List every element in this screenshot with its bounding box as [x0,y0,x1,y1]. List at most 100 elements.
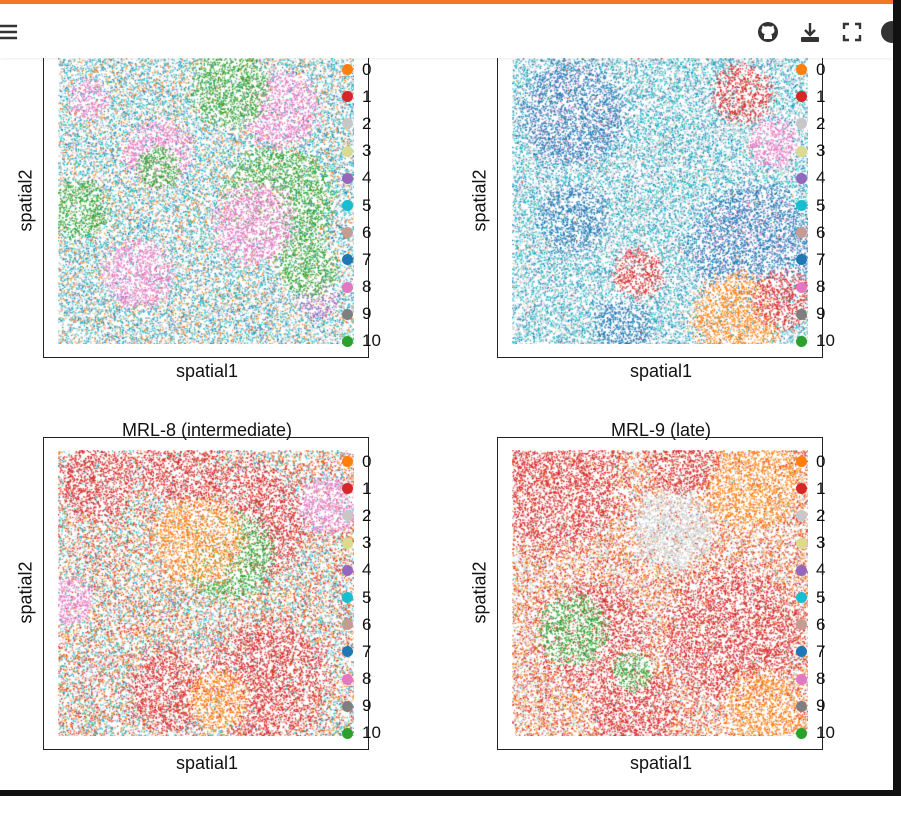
legend-item: 5 [796,584,835,611]
legend-label: 1 [816,478,826,498]
legend-marker [796,727,807,739]
legend-marker [342,646,353,658]
legend-item: 9 [796,301,835,328]
plot-title: MRL-8 (intermediate) [121,420,293,440]
legend: 0 1 2 3 4 5 6 7 8 9 10 [796,56,835,355]
legend-label: 6 [362,614,372,634]
download-icon[interactable] [798,20,822,44]
x-axis-label: spatial1 [175,361,239,381]
legend-item: 0 [796,448,835,475]
legend-item: 1 [342,83,381,110]
legend-marker [796,619,807,631]
legend-item: 2 [796,502,835,529]
legend-marker [796,646,807,658]
fullscreen-icon[interactable] [840,20,864,44]
legend-item: 10 [796,328,835,355]
legend-item: 8 [342,666,381,693]
legend-item: 2 [796,110,835,137]
legend-label: 1 [362,478,372,498]
legend-marker [342,592,353,604]
legend-marker [342,510,353,522]
legend-label: 5 [362,587,372,607]
legend-marker [796,335,807,347]
legend-item: 10 [342,328,381,355]
legend-marker [342,335,353,347]
plot-panel-2: spatial1 spatial2 0 1 2 3 4 5 6 7 8 9 10 [454,45,894,437]
plot-panel-3: MRL-8 (intermediate) spatial1 spatial2 0… [0,420,440,829]
legend-item: 8 [342,274,381,301]
legend-label: 3 [362,533,372,553]
legend-item: 5 [796,192,835,219]
spatial-scatter [512,450,808,736]
legend-item: 0 [342,56,381,83]
legend-item: 6 [796,611,835,638]
legend-item: 0 [796,56,835,83]
legend-marker [342,64,353,76]
legend-item: 10 [342,720,381,747]
legend-item: 6 [342,219,381,246]
legend-label: 10 [816,723,835,743]
legend-label: 8 [362,277,372,297]
legend-item: 3 [342,138,381,165]
legend-label: 4 [816,168,826,188]
legend-item: 5 [342,584,381,611]
legend-marker [342,727,353,739]
legend-item: 7 [342,246,381,273]
legend-label: 2 [816,505,826,525]
legend-marker [796,64,807,76]
legend-marker [342,564,353,576]
legend-item: 9 [342,693,381,720]
legend-label: 9 [362,696,372,716]
legend-marker [796,281,807,293]
legend-label: 0 [362,59,372,79]
legend-marker [796,254,807,266]
legend-label: 7 [816,641,826,661]
legend-label: 1 [816,86,826,106]
legend-marker [342,308,353,320]
legend-label: 9 [816,304,826,324]
legend-marker [796,700,807,712]
scrollbar[interactable] [893,0,901,796]
spatial-scatter [512,58,808,344]
legend-marker [796,118,807,130]
legend-marker [342,227,353,239]
legend-label: 6 [362,222,372,242]
legend-item: 7 [796,638,835,665]
legend-marker [796,172,807,184]
legend-marker [342,281,353,293]
legend-label: 10 [816,331,835,351]
legend-item: 4 [342,165,381,192]
legend-marker [342,118,353,130]
legend-item: 4 [796,557,835,584]
legend-label: 5 [816,195,826,215]
menu-icon[interactable] [0,20,20,44]
x-axis-label: spatial1 [175,753,239,773]
legend-label: 5 [816,587,826,607]
github-icon[interactable] [756,20,780,44]
legend-label: 7 [362,249,372,269]
legend-label: 9 [362,304,372,324]
legend-item: 0 [342,448,381,475]
legend-label: 6 [816,222,826,242]
spatial-scatter [58,450,354,736]
legend-item: 7 [342,638,381,665]
plot-panel-4: MRL-9 (late) spatial1 spatial2 0 1 2 3 4 5 6 7 8… [454,420,894,829]
legend-marker [342,254,353,266]
x-axis-label: spatial1 [629,361,693,381]
plot-title: MRL-9 (late) [610,420,712,440]
legend-marker [796,483,807,495]
legend-label: 4 [362,560,372,580]
legend-label: 0 [362,451,372,471]
legend-marker [342,483,353,495]
legend-label: 8 [362,669,372,689]
legend-marker [342,91,353,103]
legend-item: 3 [796,138,835,165]
legend-label: 2 [362,113,372,133]
legend-item: 9 [796,693,835,720]
legend-marker [796,227,807,239]
legend-label: 2 [816,113,826,133]
legend-label: 1 [362,86,372,106]
legend-label: 8 [816,277,826,297]
legend-item: 1 [796,83,835,110]
legend-item: 8 [796,666,835,693]
